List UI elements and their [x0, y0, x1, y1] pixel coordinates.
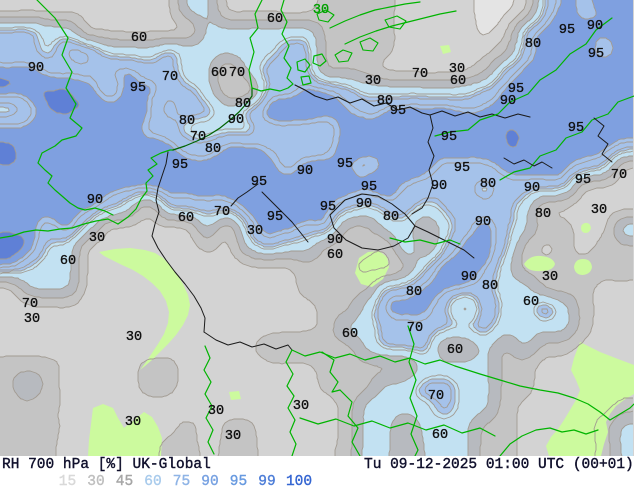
svg-text:30: 30: [313, 3, 329, 18]
svg-text:70: 70: [190, 130, 206, 145]
svg-text:95: 95: [251, 175, 267, 190]
svg-text:90: 90: [356, 197, 372, 212]
svg-text:80: 80: [179, 114, 195, 129]
svg-text:70: 70: [428, 389, 444, 404]
svg-text:70: 70: [412, 67, 428, 82]
svg-text:90: 90: [327, 233, 343, 248]
svg-text:80: 80: [535, 207, 551, 222]
svg-text:30: 30: [125, 415, 141, 430]
svg-text:80: 80: [480, 177, 496, 192]
svg-text:30: 30: [24, 312, 40, 327]
svg-text:80: 80: [383, 210, 399, 225]
svg-text:95: 95: [568, 121, 584, 136]
svg-text:95: 95: [337, 157, 353, 172]
svg-text:30: 30: [89, 231, 105, 246]
svg-text:70: 70: [407, 321, 423, 336]
svg-text:90: 90: [297, 164, 313, 179]
svg-text:95: 95: [320, 200, 336, 215]
svg-text:80: 80: [205, 142, 221, 157]
svg-text:60: 60: [450, 74, 466, 89]
svg-text:80: 80: [406, 285, 422, 300]
svg-text:90: 90: [28, 61, 44, 76]
svg-text:60: 60: [178, 211, 194, 226]
svg-text:30: 30: [126, 330, 142, 345]
svg-text:80: 80: [525, 37, 541, 52]
svg-text:60: 60: [327, 248, 343, 263]
svg-text:90: 90: [475, 215, 491, 230]
svg-text:90: 90: [524, 181, 540, 196]
svg-text:90: 90: [228, 113, 244, 128]
svg-text:95: 95: [390, 104, 406, 119]
svg-text:95: 95: [172, 158, 188, 173]
svg-text:60: 60: [267, 12, 283, 27]
svg-text:60: 60: [447, 343, 463, 358]
svg-text:30: 30: [208, 404, 224, 419]
svg-text:60: 60: [523, 295, 539, 310]
svg-text:70: 70: [229, 66, 245, 81]
svg-text:30: 30: [591, 203, 607, 218]
svg-text:95: 95: [130, 81, 146, 96]
svg-text:90: 90: [431, 179, 447, 194]
svg-text:90: 90: [461, 270, 477, 285]
svg-text:70: 70: [214, 205, 230, 220]
svg-text:90: 90: [500, 94, 516, 109]
svg-text:60: 60: [342, 327, 358, 342]
svg-text:95: 95: [559, 23, 575, 38]
svg-text:70: 70: [162, 70, 178, 85]
svg-text:95: 95: [508, 82, 524, 97]
svg-text:90: 90: [87, 193, 103, 208]
svg-text:95: 95: [267, 210, 283, 225]
svg-text:95: 95: [588, 47, 604, 62]
svg-text:80: 80: [377, 94, 393, 109]
svg-text:60: 60: [60, 254, 76, 269]
svg-text:30: 30: [293, 399, 309, 414]
svg-text:70: 70: [22, 297, 38, 312]
svg-text:95: 95: [361, 180, 377, 195]
svg-text:30: 30: [542, 270, 558, 285]
svg-text:95: 95: [454, 161, 470, 176]
svg-text:70: 70: [611, 168, 627, 183]
svg-text:95: 95: [441, 130, 457, 145]
svg-text:30: 30: [247, 224, 263, 239]
svg-text:30: 30: [449, 62, 465, 77]
svg-text:30: 30: [225, 429, 241, 444]
svg-text:95: 95: [575, 173, 591, 188]
svg-text:80: 80: [482, 279, 498, 294]
svg-text:90: 90: [587, 19, 603, 34]
svg-text:60: 60: [432, 428, 448, 443]
svg-text:80: 80: [235, 97, 251, 112]
svg-text:60: 60: [211, 66, 227, 81]
svg-text:60: 60: [131, 31, 147, 46]
svg-text:30: 30: [365, 74, 381, 89]
